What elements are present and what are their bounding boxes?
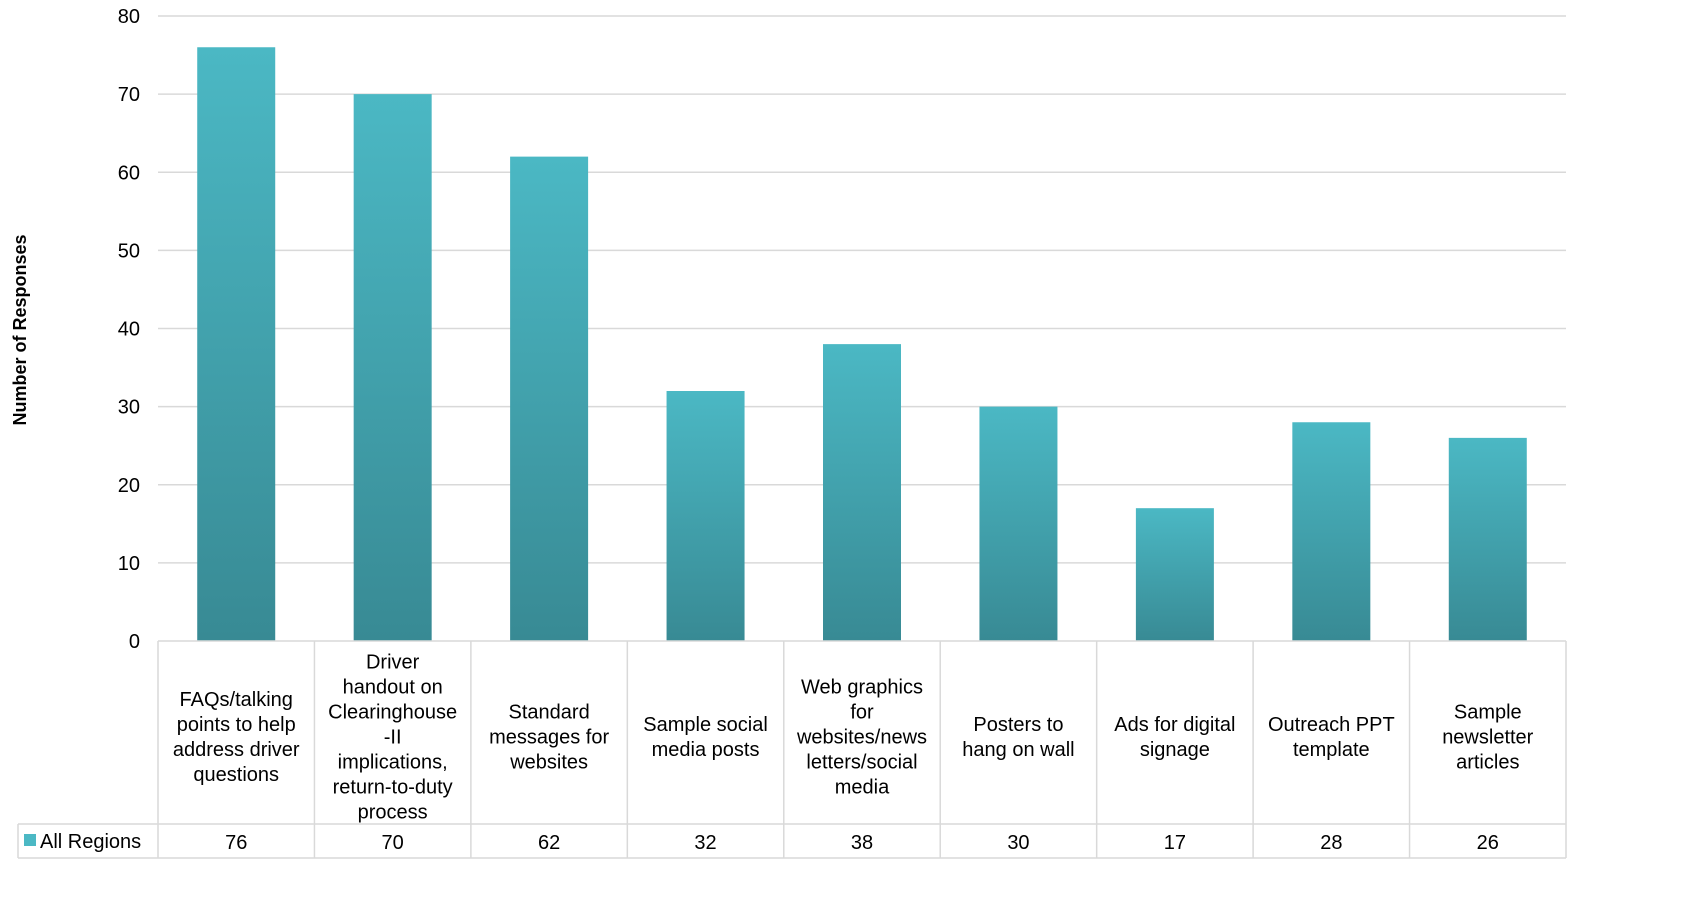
y-tick-label: 0 bbox=[129, 631, 140, 653]
data-value-label: 28 bbox=[1320, 832, 1342, 854]
data-value-label: 70 bbox=[382, 832, 404, 854]
bars bbox=[197, 47, 1527, 641]
y-axis-label: Number of Responses bbox=[10, 234, 30, 425]
bar bbox=[1135, 508, 1214, 641]
y-tick-label: 20 bbox=[118, 475, 140, 497]
y-tick-label: 50 bbox=[118, 240, 140, 262]
x-category-label: Sample social media posts bbox=[643, 714, 768, 761]
data-value-label: 26 bbox=[1477, 832, 1499, 854]
data-value-label: 17 bbox=[1164, 832, 1186, 854]
y-tick-label: 70 bbox=[118, 84, 140, 106]
y-tick-label: 30 bbox=[118, 397, 140, 419]
bar bbox=[666, 391, 745, 641]
data-value-label: 76 bbox=[225, 832, 247, 854]
y-tick-label: 80 bbox=[118, 6, 140, 28]
data-value-label: 32 bbox=[694, 832, 716, 854]
bar bbox=[197, 47, 276, 641]
data-value-label: 62 bbox=[538, 832, 560, 854]
y-tick-label: 40 bbox=[118, 319, 140, 341]
data-table: FAQs/talking points to help address driver… bbox=[17, 640, 1567, 859]
data-value-label: 38 bbox=[851, 832, 873, 854]
data-value-label: 30 bbox=[1007, 832, 1029, 854]
x-category-label: Web graphics for websites/news letters/soci… bbox=[796, 677, 927, 799]
x-category-label: Outreach PPT template bbox=[1268, 714, 1395, 761]
y-tick-label: 10 bbox=[118, 553, 140, 575]
x-category-label: Standard messages for websites bbox=[489, 702, 609, 774]
bar bbox=[353, 94, 432, 641]
x-category-label: Sample newsletter articles bbox=[1442, 702, 1533, 774]
x-category-label: Ads for digital signage bbox=[1114, 714, 1235, 761]
legend-swatch bbox=[24, 834, 36, 846]
bar bbox=[1292, 422, 1371, 641]
bar bbox=[979, 406, 1058, 641]
legend-label: All Regions bbox=[40, 831, 141, 853]
y-tick-label: 60 bbox=[118, 162, 140, 184]
labels: Number of Responses bbox=[10, 234, 30, 425]
x-category-label: FAQs/talking points to help address driver… bbox=[173, 689, 300, 786]
x-category-label: Driver handout on Clearinghouse -II implicat… bbox=[328, 652, 457, 824]
bar bbox=[1448, 437, 1527, 641]
bar bbox=[823, 344, 901, 641]
x-category-label: Posters to hang on wall bbox=[962, 714, 1074, 761]
bar bbox=[510, 156, 589, 641]
